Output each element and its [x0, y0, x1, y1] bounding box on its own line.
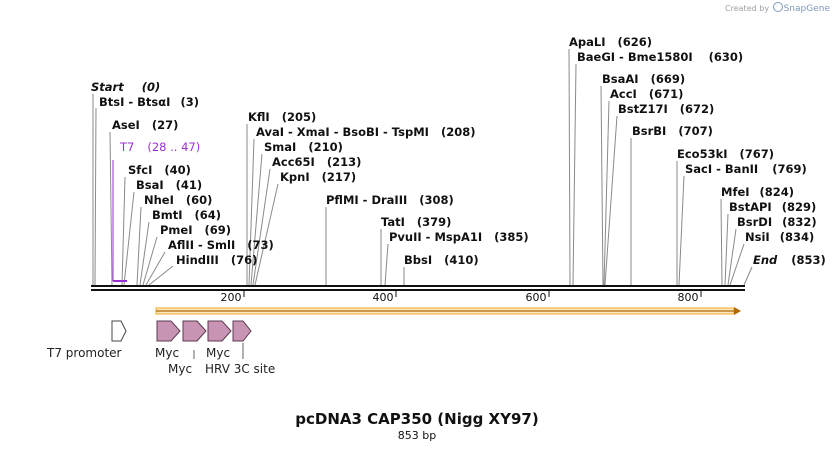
- site-bmti: BmtI (64): [152, 208, 221, 222]
- site-bsrdi: BsrDI (832): [737, 215, 817, 229]
- snapgene-logo-icon: [772, 2, 783, 12]
- site-bsaai: BsaAI (669): [602, 72, 685, 86]
- site-saci: SacI - BanII (769): [685, 162, 807, 176]
- hrv-3c-site-arrow: [232, 320, 252, 342]
- orf-arrow: [155, 307, 741, 315]
- feature-label-hrv-3c: HRV 3C site: [205, 362, 275, 376]
- site-smai: SmaI (210): [264, 140, 343, 154]
- site-bstapi: BstAPI (829): [729, 200, 816, 214]
- site-labels: Start (0) BtsI - BtsαI (3) AseI (27) T7 (28…: [91, 35, 826, 267]
- myc-tag-arrow-3: [207, 320, 232, 342]
- site-avai: AvaI - XmaI - BsoBI - TspMI (208): [256, 125, 475, 139]
- site-bbsi: BbsI (410): [404, 253, 479, 267]
- map-title: pcDNA3 CAP350 (Nigg XY97): [295, 410, 538, 428]
- snapgene-credit: Created by SnapGene: [725, 2, 830, 14]
- feature-label-myc-2: Myc: [168, 362, 192, 376]
- feature-t7-label: T7 (28 .. 47): [119, 140, 200, 154]
- feature-label-myc-3: Myc: [206, 346, 230, 360]
- site-hindiii: HindIII (76): [176, 253, 257, 267]
- site-kfli: KflI (205): [248, 110, 316, 124]
- myc-tag-arrow-1: [156, 320, 181, 342]
- site-bsrbi: BsrBI (707): [632, 124, 713, 138]
- site-acc65i: Acc65I (213): [272, 155, 361, 169]
- backbone-bottom: [91, 289, 745, 291]
- credit-prefix: Created by: [725, 4, 770, 13]
- site-kpni: KpnI (217): [280, 170, 356, 184]
- site-pmei: PmeI (69): [160, 223, 231, 237]
- site-pvuii: PvuII - MspA1I (385): [389, 230, 529, 244]
- site-aflii: AflII - SmlI (73): [168, 238, 274, 252]
- map-subtitle: 853 bp: [398, 429, 436, 442]
- feature-label-myc-1: Myc: [155, 346, 179, 360]
- site-nsii: NsiI (834): [745, 230, 814, 244]
- site-baegi: BaeGI - Bme1580I (630): [577, 50, 743, 64]
- tick-label: 200: [221, 291, 242, 304]
- site-start: Start (0): [91, 80, 160, 94]
- tick-label: 600: [526, 291, 547, 304]
- t7-promoter-arrow: [111, 320, 127, 342]
- myc-tag-arrow-2: [182, 320, 207, 342]
- site-nhei: NheI (60): [144, 193, 212, 207]
- feature-label-t7-promoter: T7 promoter: [46, 346, 122, 360]
- site-acci: AccI (671): [610, 87, 683, 101]
- site-apali: ApaLI (626): [569, 35, 652, 49]
- site-bsai: BsaI (41): [136, 178, 202, 192]
- site-end: End (853): [753, 253, 826, 267]
- site-btsi: BtsI - BtsαI (3): [99, 95, 199, 109]
- tick-label: 800: [678, 291, 699, 304]
- site-asei: AseI (27): [112, 118, 178, 132]
- site-mfei: MfeI (824): [721, 185, 794, 199]
- site-sfci: SfcI (40): [128, 163, 191, 177]
- credit-brand: SnapGene: [783, 4, 830, 14]
- site-pflmi: PflMI - DraIII (308): [326, 193, 454, 207]
- tick-label: 400: [373, 291, 394, 304]
- site-tati: TatI (379): [381, 215, 451, 229]
- ruler: 200 400 600 800: [221, 291, 702, 304]
- site-eco53ki: Eco53kI (767): [677, 147, 774, 161]
- leader-lines: [92, 48, 753, 286]
- site-bstz17i: BstZ17I (672): [618, 102, 714, 116]
- backbone-top: [91, 285, 745, 287]
